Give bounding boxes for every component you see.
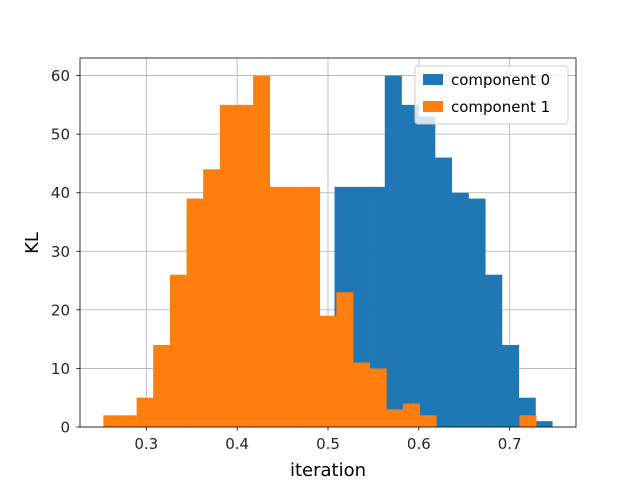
x-tick-label: 0.4 xyxy=(225,435,249,453)
histogram-bar xyxy=(169,274,187,427)
histogram-bar xyxy=(153,345,171,427)
histogram-bar xyxy=(501,345,520,427)
y-tick-label: 60 xyxy=(51,67,70,85)
histogram-bar xyxy=(485,274,503,427)
histogram-bar xyxy=(219,104,237,427)
histogram-bar xyxy=(386,409,404,427)
histogram-bar xyxy=(468,198,486,427)
histogram-bar xyxy=(451,192,469,427)
y-tick-label: 50 xyxy=(51,126,70,144)
histogram-bar xyxy=(303,186,321,427)
histogram-bars xyxy=(103,75,553,428)
histogram-bar xyxy=(403,403,420,427)
x-tick-label: 0.3 xyxy=(134,435,158,453)
histogram-bar xyxy=(286,186,304,427)
histogram-bar xyxy=(368,186,386,427)
y-tick-label: 10 xyxy=(51,360,70,378)
x-tick-label: 0.6 xyxy=(407,435,431,453)
histogram-bar xyxy=(418,116,436,428)
histogram-bar xyxy=(519,415,537,427)
histogram-bar xyxy=(384,75,402,428)
histogram-bar xyxy=(186,198,204,427)
x-axis-label: iteration xyxy=(290,460,366,480)
histogram-bar xyxy=(236,104,254,427)
histogram-bar xyxy=(369,368,387,427)
legend-swatch-component-0 xyxy=(423,74,443,85)
histogram-bar xyxy=(401,104,419,427)
y-tick-label: 30 xyxy=(51,243,70,261)
axis-ticks: 0.3 0.4 0.5 0.6 0.7 0 10 20 30 40 50 60 xyxy=(51,67,522,453)
legend-label-component-1: component 1 xyxy=(451,98,550,116)
legend-label-component-0: component 0 xyxy=(451,71,550,89)
histogram-bar xyxy=(419,415,437,427)
legend-swatch-component-1 xyxy=(423,101,443,112)
histogram-bar xyxy=(253,75,271,428)
legend: component 0 component 1 xyxy=(414,65,569,125)
histogram-bar xyxy=(269,186,287,427)
histogram-bar xyxy=(535,421,553,427)
y-tick-label: 20 xyxy=(51,301,70,319)
histogram-bar xyxy=(353,362,370,427)
histogram-bar xyxy=(203,169,221,428)
histogram-bar xyxy=(435,157,453,428)
y-tick-label: 40 xyxy=(51,184,70,202)
legend-box xyxy=(414,65,569,125)
histogram-bar xyxy=(336,292,354,427)
x-tick-label: 0.5 xyxy=(316,435,340,453)
histogram-bar xyxy=(119,415,137,427)
histogram-bar xyxy=(103,415,121,427)
y-tick-label: 0 xyxy=(60,419,70,437)
histogram-bar xyxy=(136,397,154,427)
x-tick-label: 0.7 xyxy=(498,435,522,453)
series-1-bars xyxy=(103,75,537,428)
y-axis-label: KL xyxy=(22,232,43,254)
histogram-bar xyxy=(319,315,337,427)
